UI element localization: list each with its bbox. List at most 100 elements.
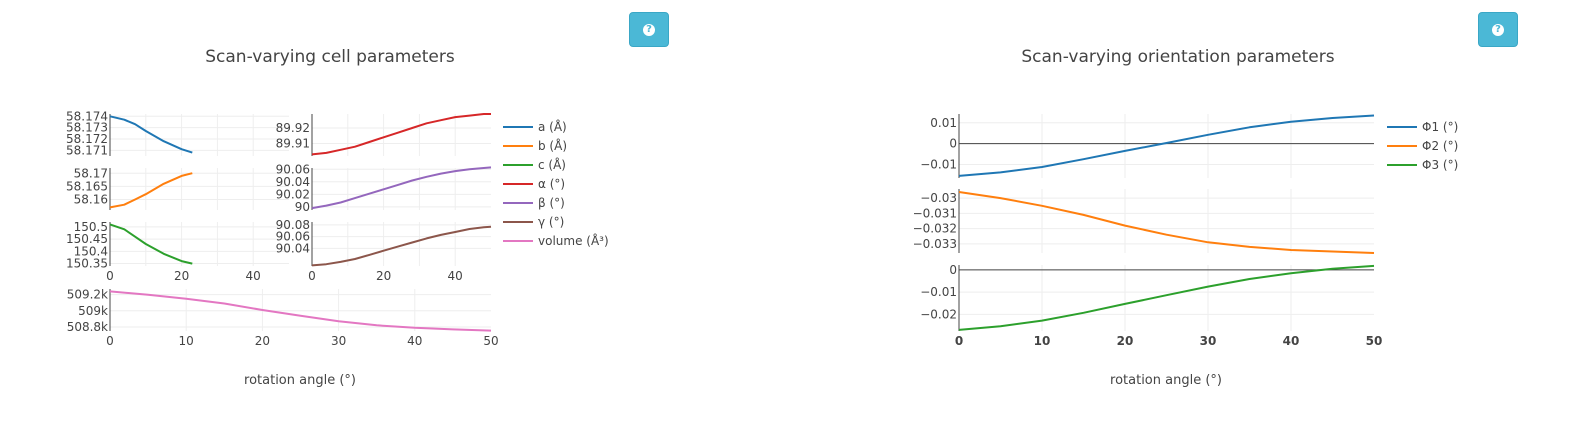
y-tick-label: 509.2k — [67, 288, 108, 302]
x-tick-label: 10 — [1034, 334, 1051, 348]
x-tick-label: 20 — [1117, 334, 1134, 348]
x-tick-label: 10 — [179, 334, 194, 348]
help-button-orientation[interactable]: ? — [1478, 12, 1518, 47]
x-axis-label-orientation: rotation angle (°) — [1110, 373, 1222, 388]
y-tick-label: −0.03 — [920, 191, 957, 205]
y-tick-label: 90.04 — [276, 241, 310, 255]
series-line — [109, 172, 193, 209]
x-tick-label: 20 — [174, 269, 189, 283]
x-tick-label: 30 — [331, 334, 346, 348]
x-tick-label: 40 — [407, 334, 422, 348]
y-tick-label: 150.5 — [74, 220, 108, 234]
y-tick-label: 58.174 — [66, 109, 108, 123]
y-tick-label: 90.04 — [276, 175, 310, 189]
legend-label: α (°) — [538, 177, 565, 191]
x-tick-label: 50 — [1366, 334, 1383, 348]
series-line — [311, 166, 492, 210]
legend-item: c (Å) — [503, 157, 566, 172]
legend-label: Φ2 (°) — [1422, 139, 1458, 153]
y-tick-label: 90.02 — [276, 187, 310, 201]
x-tick-label: 40 — [1283, 334, 1300, 348]
y-tick-label: 0 — [949, 263, 957, 277]
y-tick-label: −0.033 — [913, 237, 957, 251]
subplot-1-1: −0.03−0.031 −0.032−0.033 — [913, 189, 1375, 254]
legend-label: Φ1 (°) — [1422, 120, 1458, 134]
x-tick-label: 0 — [106, 334, 114, 348]
y-tick-label: 89.91 — [276, 137, 310, 151]
x-tick-label: 40 — [246, 269, 261, 283]
x-tick-label: 20 — [255, 334, 270, 348]
subplot-1-0: 0.01 0 −0.01 — [920, 114, 1375, 178]
x-tick-label: 0 — [308, 269, 316, 283]
series-line — [109, 115, 193, 154]
legend-label: Φ3 (°) — [1422, 158, 1458, 172]
legend-label: a (Å) — [538, 119, 567, 134]
y-tick-label: −0.031 — [913, 206, 957, 220]
legend-label: b (Å) — [538, 138, 567, 153]
y-tick-label: 150.45 — [66, 232, 108, 246]
legend-item: Φ1 (°) — [1387, 120, 1458, 134]
series-line — [109, 290, 492, 332]
y-tick-label: 0.01 — [930, 116, 957, 130]
legend-item: Φ3 (°) — [1387, 158, 1458, 172]
series-line — [958, 191, 1375, 254]
legend-label: c (Å) — [538, 157, 566, 172]
legend-label: γ (°) — [538, 215, 564, 229]
y-tick-label: 90 — [295, 200, 310, 214]
legend-item: b (Å) — [503, 138, 567, 153]
y-tick-label: −0.01 — [920, 157, 957, 171]
x-axis-label-cell: rotation angle (°) — [244, 373, 356, 388]
series-line — [311, 225, 492, 267]
series-line — [958, 114, 1375, 177]
subplot-0-6: 509.2k 509k 508.8k0 10 20 30 40 50 — [67, 288, 499, 348]
legend-label: β (°) — [538, 196, 565, 210]
chart-title-orientation: Scan-varying orientation parameters — [1021, 47, 1334, 67]
y-tick-label: 58.165 — [66, 179, 108, 193]
x-tick-label: 40 — [448, 269, 463, 283]
y-tick-label: 58.173 — [66, 121, 108, 135]
legend-item: α (°) — [503, 177, 565, 191]
y-tick-label: 58.171 — [66, 143, 108, 157]
help-button-cell[interactable]: ? — [629, 12, 669, 47]
series-line — [109, 223, 193, 265]
y-tick-label: 150.35 — [66, 257, 108, 271]
question-circle-icon: ? — [1492, 23, 1504, 36]
y-tick-label: 58.172 — [66, 132, 108, 146]
series-line — [311, 113, 491, 156]
y-tick-label: −0.032 — [913, 222, 957, 236]
y-tick-label: 58.17 — [74, 166, 108, 180]
question-circle-icon: ? — [643, 23, 655, 36]
y-tick-label: 90.08 — [276, 218, 310, 232]
y-tick-label: −0.02 — [920, 307, 957, 321]
legend-item: volume (Å³) — [503, 233, 609, 248]
y-tick-label: 508.8k — [67, 320, 108, 334]
y-tick-label: 90.06 — [276, 230, 310, 244]
legend-item: Φ2 (°) — [1387, 139, 1458, 153]
subplot-0-1: 89.92 89.91 — [276, 113, 491, 156]
chart-title-cell: Scan-varying cell parameters — [205, 47, 455, 67]
y-tick-label: 509k — [78, 304, 108, 318]
series-line — [958, 264, 1375, 331]
x-tick-label: 30 — [1200, 334, 1217, 348]
y-tick-label: 58.16 — [74, 193, 108, 207]
y-tick-label: 0 — [949, 137, 957, 151]
x-tick-label: 0 — [106, 269, 114, 283]
legend-item: γ (°) — [503, 215, 564, 229]
legend-item: a (Å) — [503, 119, 567, 134]
x-tick-label: 0 — [955, 334, 963, 348]
subplot-1-2: 0 −0.01 −0.02 0 10 20 30 40 50 — [920, 263, 1382, 348]
legend-label: volume (Å³) — [538, 233, 609, 248]
x-tick-label: 50 — [483, 334, 498, 348]
y-tick-label: 89.92 — [276, 121, 310, 135]
y-tick-label: −0.01 — [920, 285, 957, 299]
y-tick-label: 150.4 — [74, 244, 108, 258]
x-tick-label: 20 — [376, 269, 391, 283]
y-tick-label: 90.06 — [276, 162, 310, 176]
legend-item: β (°) — [503, 196, 565, 210]
